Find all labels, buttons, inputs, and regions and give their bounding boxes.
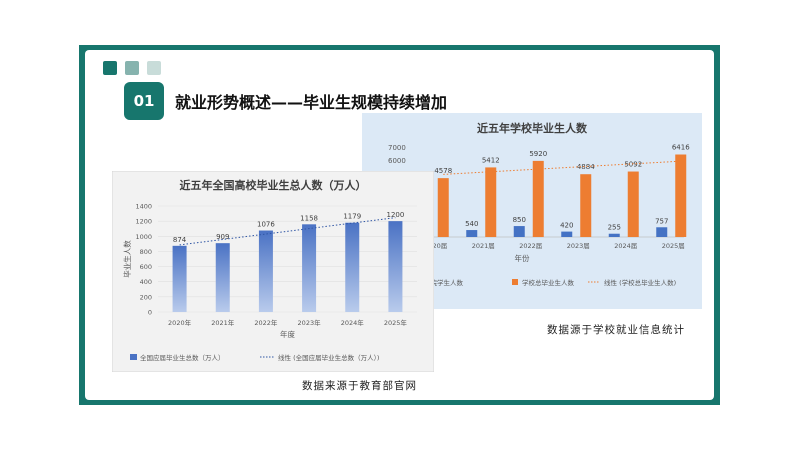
x-tick-label: 2025届 xyxy=(662,242,685,250)
y-tick-label: 1400 xyxy=(135,203,152,211)
deco-square-3 xyxy=(147,61,161,75)
data-label: 6416 xyxy=(672,144,690,152)
x-tick-label: 2020届 xyxy=(424,242,447,250)
deco-square-1 xyxy=(103,61,117,75)
y-tick-label: 0 xyxy=(148,309,152,317)
y-tick-label: 600 xyxy=(140,263,152,271)
legend-label-national: 全国应届毕业生总数（万人） xyxy=(140,353,225,362)
trendline-national-graduates xyxy=(179,217,396,246)
source-note-left: 数据来源于教育部官网 xyxy=(302,380,417,392)
data-label: 420 xyxy=(560,222,573,230)
data-label: 5092 xyxy=(624,161,642,169)
bar-college-students xyxy=(466,230,478,237)
bar-total-graduates xyxy=(675,154,687,237)
bar-national-graduates xyxy=(258,230,273,312)
legend-label-trend: 线性 (全国应届毕业生总数（万人）) xyxy=(278,353,379,362)
bar-total-graduates xyxy=(485,167,497,237)
y-tick-label: 1000 xyxy=(135,233,152,241)
y-tick-label: 400 xyxy=(140,278,152,286)
x-tick-label: 2022年 xyxy=(254,318,278,327)
legend-label-trend: 线性 (学校总毕业生人数) xyxy=(604,278,676,287)
x-tick-label: 2022届 xyxy=(519,242,542,250)
data-label: 850 xyxy=(513,216,526,224)
data-label: 1200 xyxy=(387,211,405,219)
y-axis-title: 毕业生人数 xyxy=(122,240,132,278)
chart-national-graduates: 近五年全国高校毕业生总人数（万人） 0 200 400 600 800 1000 1200 14… xyxy=(112,171,434,372)
bar-total-graduates xyxy=(580,174,592,237)
legend-swatch-total xyxy=(512,279,518,285)
data-label: 4578 xyxy=(434,167,452,175)
data-label: 4884 xyxy=(577,163,595,171)
y-tick-label: 800 xyxy=(140,248,152,256)
x-tick-label: 2024年 xyxy=(341,318,365,327)
bar-national-graduates xyxy=(302,224,317,312)
deco-square-2 xyxy=(125,61,139,75)
chart-title: 近五年全国高校毕业生总人数（万人） xyxy=(180,178,367,192)
legend-swatch-national xyxy=(130,354,137,360)
legend-label-total: 学校总毕业生人数 xyxy=(522,278,575,287)
bar-national-graduates xyxy=(388,221,403,312)
x-tick-label: 2025年 xyxy=(384,318,408,327)
x-tick-label: 2021年 xyxy=(211,318,235,327)
y-tick-label: 1200 xyxy=(135,218,152,226)
y-tick-label: 7000 xyxy=(388,144,406,152)
bar-total-graduates xyxy=(532,160,544,237)
data-label: 757 xyxy=(655,217,668,225)
section-number-badge: 01 xyxy=(124,82,164,120)
chart-title: 近五年学校毕业生人数 xyxy=(477,121,588,135)
legend-label-college: 学院学生人数 xyxy=(424,278,464,287)
section-heading: 就业形势概述——毕业生规模持续增加 xyxy=(175,93,448,112)
bar-college-students xyxy=(513,226,525,237)
bar-national-graduates xyxy=(215,243,230,312)
x-axis-title: 年份 xyxy=(515,253,530,263)
x-tick-label: 2021届 xyxy=(472,242,495,250)
data-label: 540 xyxy=(465,220,478,228)
bar-national-graduates xyxy=(172,245,187,312)
bar-college-students xyxy=(608,233,620,237)
data-label: 1158 xyxy=(300,214,318,222)
bar-total-graduates xyxy=(627,171,639,237)
bar-college-students xyxy=(656,227,668,237)
y-tick-label: 6000 xyxy=(388,157,406,165)
data-label: 1076 xyxy=(257,221,275,229)
data-label: 5920 xyxy=(529,150,547,158)
x-tick-label: 2023年 xyxy=(298,318,322,327)
y-tick-label: 200 xyxy=(140,293,152,301)
data-label: 909 xyxy=(216,233,229,241)
data-label: 5412 xyxy=(482,156,500,164)
x-tick-label: 2023届 xyxy=(567,242,590,250)
data-label: 874 xyxy=(173,236,187,244)
data-label: 1179 xyxy=(343,213,361,221)
bar-college-students xyxy=(561,231,573,237)
chart-background xyxy=(112,171,434,372)
x-tick-label: 2024届 xyxy=(614,242,637,250)
x-axis-title: 年度 xyxy=(280,329,295,339)
bar-national-graduates xyxy=(345,222,360,312)
bar-total-graduates xyxy=(437,178,449,237)
source-note-right: 数据源于学校就业信息统计 xyxy=(547,324,685,336)
data-label: 255 xyxy=(608,224,621,232)
trendline-total-graduates xyxy=(443,160,681,175)
x-tick-label: 2020年 xyxy=(168,318,192,327)
